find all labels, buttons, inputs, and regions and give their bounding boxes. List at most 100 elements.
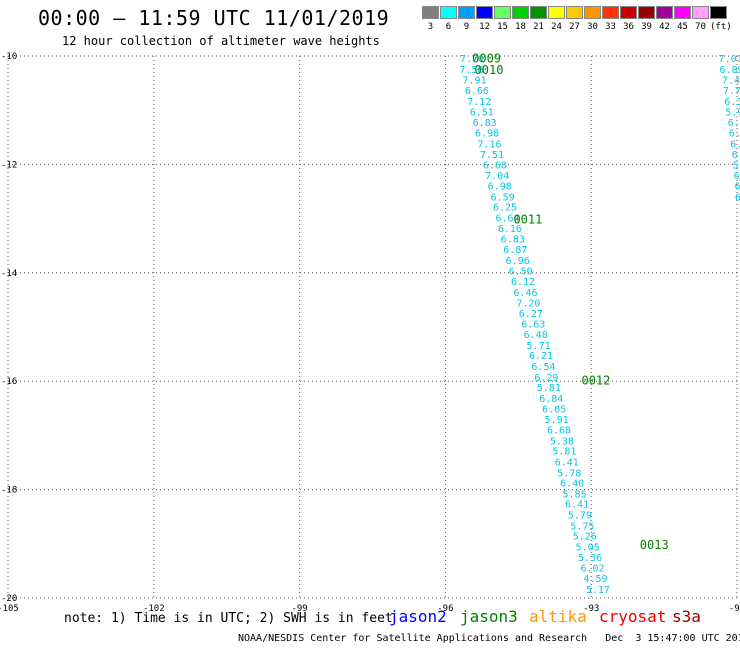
swh-value-label: 6.46 xyxy=(513,288,537,299)
lon-tick-label: -105 xyxy=(0,604,19,614)
legend-label: 33 xyxy=(605,22,616,32)
swh-value-label: 6.41 xyxy=(555,457,579,468)
lon-tick-label: -102 xyxy=(143,604,165,614)
time-label: 0010 xyxy=(475,63,504,77)
swh-value-label: 4.59 xyxy=(583,574,607,585)
swh-value-label: 6.12 xyxy=(511,277,535,288)
swh-value-label: 6.5 xyxy=(729,128,740,139)
swh-value-label: 6.25 xyxy=(493,203,517,214)
legend-label: 18 xyxy=(515,22,526,32)
swh-value-label: 5.71 xyxy=(527,341,551,352)
swh-value-label: 6 xyxy=(735,182,740,193)
swh-value-label: 7.58 xyxy=(459,65,483,76)
lat-tick-label: -18 xyxy=(1,486,17,496)
satellite-label-jason3: jason3 xyxy=(460,607,518,626)
satellite-label-altika: altika xyxy=(529,607,587,626)
swh-value-label: 6.29 xyxy=(534,373,558,384)
swh-value-label: 6.98 xyxy=(475,128,499,139)
lat-tick-label: -16 xyxy=(1,377,17,387)
credit-footer: NOAA/NESDIS Center for Satellite Applica… xyxy=(238,633,740,644)
swh-value-label: 6.48 xyxy=(524,330,548,341)
swh-value-label: 6.02 xyxy=(581,564,605,575)
legend-label: 70 xyxy=(695,22,706,32)
swh-value-label: 6.16 xyxy=(498,224,522,235)
legend-swatch xyxy=(440,6,457,19)
time-label: 0013 xyxy=(640,538,669,552)
legend-swatch xyxy=(494,6,511,19)
swh-value-label: 7.70 xyxy=(460,54,484,65)
legend-swatch xyxy=(476,6,493,19)
legend-swatch xyxy=(584,6,601,19)
legend-swatch xyxy=(710,6,727,19)
swh-value-label: 6.59 xyxy=(491,192,515,203)
swh-value-label: 7.01 xyxy=(719,54,740,65)
swh-value-label: 5.38 xyxy=(550,436,574,447)
swh-value-label: 5.36 xyxy=(578,553,602,564)
legend-label: 39 xyxy=(641,22,652,32)
lon-tick-label: -93 xyxy=(583,604,599,614)
map-title: 00:00 – 11:59 UTC 11/01/2019 xyxy=(38,6,390,30)
swh-value-label: 6.54 xyxy=(531,362,555,373)
swh-value-label: 6.21 xyxy=(529,351,553,362)
swh-value-label: 6 xyxy=(734,171,740,182)
swh-value-label: 5.94 xyxy=(725,107,740,118)
legend-label: 12 xyxy=(479,22,490,32)
units-note: note: 1) Time is in UTC; 2) SWH is in fe… xyxy=(64,611,393,626)
legend-label: 42 xyxy=(659,22,670,32)
swh-value-label: 6.68 xyxy=(547,425,571,436)
swh-value-label: 5.78 xyxy=(557,468,581,479)
map-subtitle: 12 hour collection of altimeter wave hei… xyxy=(62,34,380,48)
time-label: 0012 xyxy=(581,374,610,388)
legend-label: 27 xyxy=(569,22,580,32)
swh-value-label: 5.81 xyxy=(552,447,576,458)
legend-swatch xyxy=(692,6,709,19)
swh-value-label: 6.40 xyxy=(560,479,584,490)
legend-swatch xyxy=(548,6,565,19)
swh-value-label: 5.05 xyxy=(576,543,600,554)
legend-label: 6 xyxy=(445,22,452,32)
legend-label: 15 xyxy=(497,22,508,32)
swh-value-label: 6.89 xyxy=(720,65,740,76)
legend-label: 24 xyxy=(551,22,562,32)
swh-value-label: 6.98 xyxy=(488,182,512,193)
swh-value-label: 7.73 xyxy=(723,86,740,97)
satellite-label-s3a: s3a xyxy=(672,607,701,626)
swh-value-label: 6.35 xyxy=(724,97,740,108)
swh-value-label: 7.20 xyxy=(516,299,540,310)
swh-value-label: 6.2 xyxy=(730,139,740,150)
swh-value-label: 6.64 xyxy=(495,214,519,225)
swh-value-label: 6 xyxy=(732,150,738,161)
legend-swatch xyxy=(530,6,547,19)
legend-label: 9 xyxy=(463,22,470,32)
legend-swatch xyxy=(422,6,439,19)
legend-swatch xyxy=(602,6,619,19)
legend-label: 45 xyxy=(677,22,688,32)
swh-value-label: 7.12 xyxy=(467,97,491,108)
legend-swatch xyxy=(458,6,475,19)
swh-value-label: 7.04 xyxy=(485,171,509,182)
legend-label: 30 xyxy=(587,22,598,32)
legend-label: 36 xyxy=(623,22,634,32)
satellite-label-cryosat: cryosat xyxy=(599,607,667,626)
swh-value-label: 6.83 xyxy=(501,235,525,246)
satellite-label-jason2: jason2 xyxy=(389,607,447,626)
swh-value-label: 6.63 xyxy=(521,320,545,331)
swh-value-label: 5.79 xyxy=(568,511,592,522)
swh-value-label: 5.91 xyxy=(545,415,569,426)
swh-value-label: 6 xyxy=(735,192,740,203)
lat-tick-label: -12 xyxy=(1,160,17,170)
swh-value-label: 5 xyxy=(733,160,739,171)
legend-swatch xyxy=(566,6,583,19)
lon-tick-label: -99 xyxy=(291,604,307,614)
lat-tick-label: -20 xyxy=(1,594,17,604)
time-label: 0009 xyxy=(472,52,501,66)
swh-value-label: 6.41 xyxy=(565,500,589,511)
legend-swatch xyxy=(674,6,691,19)
swh-value-label: 6.51 xyxy=(470,107,494,118)
lon-tick-label: -90 xyxy=(729,604,740,614)
swh-value-label: 6.83 xyxy=(473,118,497,129)
swh-value-label: 6.68 xyxy=(483,160,507,171)
legend-swatch xyxy=(656,6,673,19)
swh-value-label: 5.17 xyxy=(586,585,610,596)
